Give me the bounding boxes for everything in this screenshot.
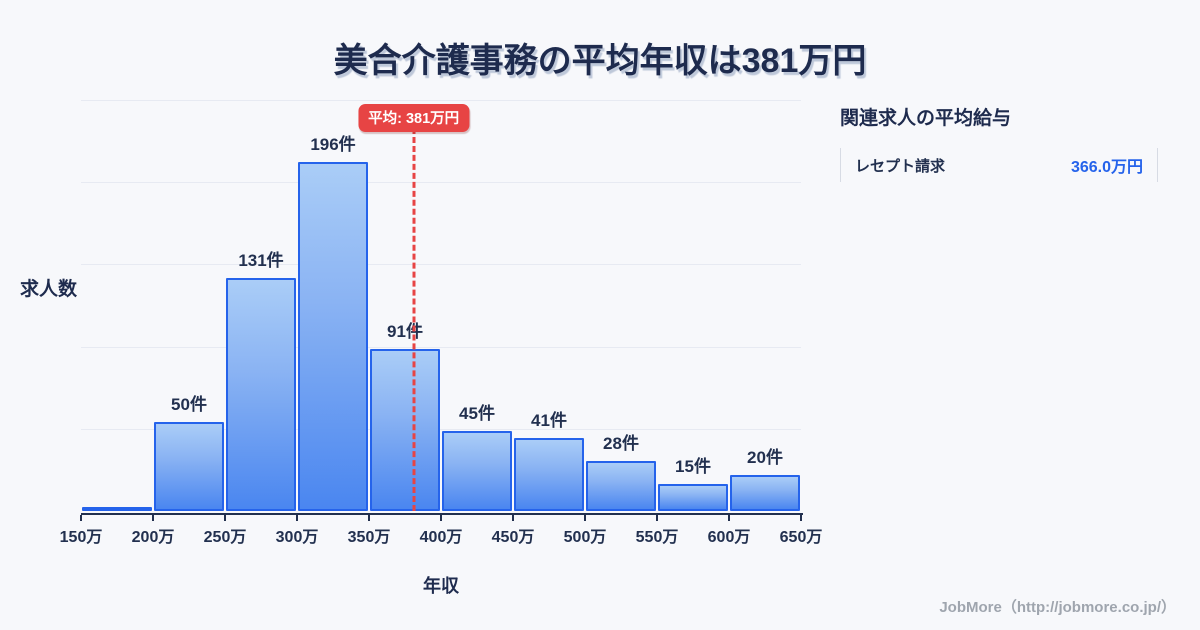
bar-value-label: 20件 — [747, 448, 783, 468]
related-job-value: 366.0万円 — [1070, 159, 1143, 176]
x-axis-title: 年収 — [423, 576, 459, 596]
x-axis-line — [81, 513, 803, 515]
related-job-label: レセプト請求 — [855, 157, 946, 175]
axis-tick — [512, 515, 514, 521]
bar-value-label: 15件 — [675, 457, 711, 477]
credit-text: JobMore（http://jobmore.co.jp/） — [939, 599, 1176, 616]
histogram-bar — [82, 507, 152, 511]
histogram-bar — [730, 475, 800, 511]
axis-tick — [368, 515, 370, 521]
x-axis-tick-label: 500万 — [563, 529, 607, 546]
average-line — [412, 128, 416, 511]
bar-value-label: 131件 — [238, 250, 284, 270]
histogram-bar — [586, 461, 656, 511]
histogram-bar — [658, 484, 728, 511]
axis-tick — [656, 515, 658, 521]
histogram-bar — [226, 277, 296, 511]
bar-value-label: 91件 — [387, 322, 423, 342]
histogram-bar — [370, 349, 440, 511]
bar-value-label: 28件 — [603, 434, 639, 454]
x-axis-tick-label: 400万 — [419, 529, 463, 546]
histogram-plot: 50件 131件 196件 91件 45件 41件 28件 15件 20件 平均: 381万円 — [81, 100, 801, 511]
x-axis-tick-label: 350万 — [347, 529, 391, 546]
bars-layer: 50件 131件 196件 91件 45件 41件 28件 15件 20件 — [81, 100, 801, 511]
axis-tick — [296, 515, 298, 521]
bar-value-label: 196件 — [310, 135, 356, 155]
axis-tick — [80, 515, 82, 521]
bar-value-label: 41件 — [531, 411, 567, 431]
axis-tick — [152, 515, 154, 521]
average-badge: 平均: 381万円 — [358, 104, 470, 132]
x-axis-tick-label: 450万 — [491, 529, 535, 546]
page-title: 美合介護事務の平均年収は381万円 — [333, 42, 867, 80]
gridline — [81, 182, 801, 184]
x-axis-tick-label: 150万 — [59, 529, 103, 546]
gridline — [81, 346, 801, 348]
x-axis-tick-label: 550万 — [635, 529, 679, 546]
panel-title: 関連求人の平均給与 — [840, 108, 1012, 129]
bar-value-label: 45件 — [459, 403, 495, 423]
gridline — [81, 428, 801, 430]
bar-value-label: 50件 — [171, 395, 207, 415]
x-axis-tick-label: 650万 — [779, 529, 823, 546]
histogram-bar — [298, 162, 368, 511]
x-axis-tick-label: 200万 — [131, 529, 175, 546]
histogram-bar — [514, 438, 584, 511]
axis-tick — [728, 515, 730, 521]
histogram-bar — [442, 430, 512, 511]
related-job-row: レセプト請求 366.0万円 — [840, 148, 1158, 182]
related-jobs-panel: 関連求人の平均給与 レセプト請求 366.0万円 — [840, 103, 1158, 182]
x-axis-tick-label: 300万 — [275, 529, 319, 546]
axis-tick — [800, 515, 802, 521]
axis-tick — [440, 515, 442, 521]
axis-tick — [224, 515, 226, 521]
histogram-bar — [154, 422, 224, 511]
x-axis-tick-label: 600万 — [707, 529, 751, 546]
gridline — [81, 100, 801, 101]
x-axis-tick-label: 250万 — [203, 529, 247, 546]
axis-tick — [584, 515, 586, 521]
y-axis-title: 求人数 — [20, 279, 78, 300]
gridline — [81, 264, 801, 266]
